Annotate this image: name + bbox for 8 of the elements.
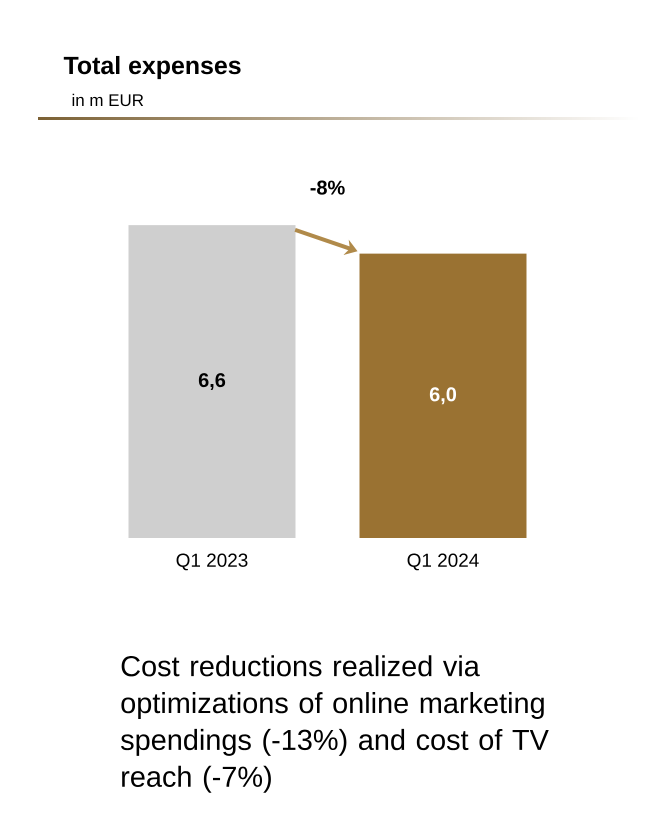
chart-subtitle: in m EUR	[72, 94, 144, 106]
chart-title: Total expenses	[64, 56, 241, 80]
data-label: 6,0	[430, 387, 456, 404]
x-tick-label: Q1 2023	[176, 554, 248, 570]
text: Cost reductions realized via optimizations of online marketing spendings (-13%) and cost of TV reach (-7%)	[120, 655, 549, 793]
text: -8%	[310, 180, 345, 195]
data-label: 6,6	[198, 373, 226, 390]
x-tick-label: Q1 2024	[408, 554, 479, 570]
